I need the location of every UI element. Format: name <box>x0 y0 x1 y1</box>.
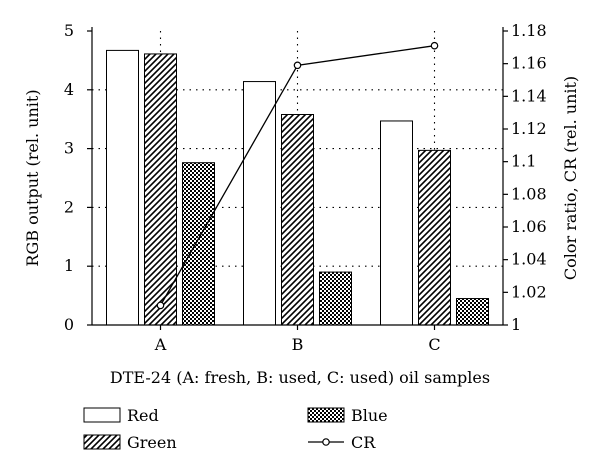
cr-line-series <box>156 41 439 310</box>
bar-red-b <box>243 81 276 326</box>
axes <box>87 27 508 330</box>
tick-label-right: 1.16 <box>511 54 547 73</box>
bar-blue-b <box>319 271 352 326</box>
tick-label-left: 0 <box>64 315 74 334</box>
tick-label-right: 1.06 <box>511 217 547 236</box>
tick-label-right: 1 <box>511 315 521 334</box>
bar-green-c <box>418 149 451 326</box>
y-axis-right-title: Color ratio, CR (rel. unit) <box>561 76 580 280</box>
tick-label-left: 5 <box>64 21 74 40</box>
cr-point-c <box>430 41 439 50</box>
legend-marker-cr <box>322 438 330 446</box>
cr-point-b <box>293 61 302 70</box>
bar-red-a <box>106 49 139 326</box>
legend-swatch-blue <box>307 407 345 423</box>
tick-label-right: 1.08 <box>511 184 547 203</box>
tick-label-x-b: B <box>292 335 304 354</box>
y-axis-left-title: RGB output (rel. unit) <box>23 89 42 266</box>
legend-label-cr: CR <box>351 433 376 452</box>
tick-label-right: 1.14 <box>511 86 547 105</box>
tick-labels: 0 1 2 3 4 5 1 1.02 1.04 1.06 1.08 1.1 1.12 1.14 1.16 1.… <box>64 21 547 354</box>
tick-label-right: 1.04 <box>511 250 547 269</box>
tick-label-right: 1.12 <box>511 119 547 138</box>
cr-point-a <box>156 301 165 310</box>
legend-label-green: Green <box>127 433 177 452</box>
tick-label-left: 4 <box>64 80 74 99</box>
tick-label-right: 1.18 <box>511 21 547 40</box>
tick-label-x-a: A <box>154 335 167 354</box>
legend-swatch-red <box>83 407 121 423</box>
legend: Red Green Blue CR <box>83 406 388 452</box>
x-axis-title: DTE-24 (A: fresh, B: used, C: used) oil … <box>110 368 490 387</box>
bar-green-b <box>281 113 314 326</box>
tick-label-left: 1 <box>64 256 74 275</box>
bar-green-a <box>144 53 177 326</box>
legend-label-red: Red <box>127 406 159 425</box>
tick-label-right: 1.1 <box>511 152 536 171</box>
bars <box>106 49 489 326</box>
bar-blue-c <box>456 298 489 326</box>
tick-label-left: 2 <box>64 197 74 216</box>
bar-red-c <box>380 120 413 326</box>
legend-label-blue: Blue <box>351 406 388 425</box>
bar-blue-a <box>182 162 215 326</box>
legend-swatch-green <box>83 434 121 450</box>
tick-label-x-c: C <box>428 335 440 354</box>
tick-label-right: 1.02 <box>511 282 547 301</box>
tick-label-left: 3 <box>64 139 74 158</box>
